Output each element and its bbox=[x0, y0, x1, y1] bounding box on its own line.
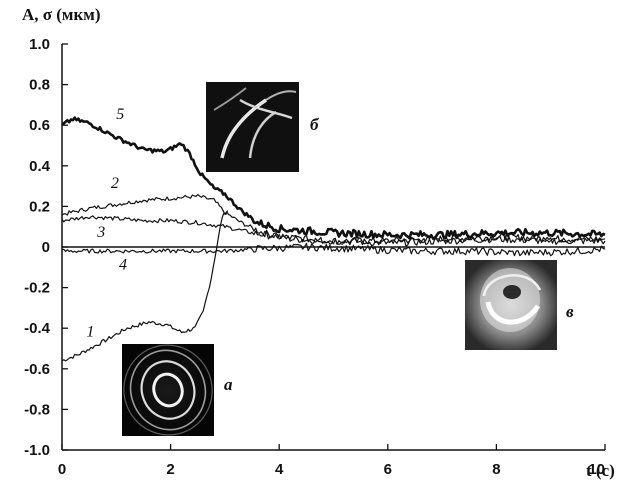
curve-label-5: 5 bbox=[116, 106, 124, 123]
x-tick-label: 6 bbox=[384, 461, 392, 478]
y-tick-label: -0.6 bbox=[24, 361, 50, 378]
series-line-4 bbox=[61, 242, 606, 257]
y-tick-label: 0.8 bbox=[29, 77, 50, 94]
inset-a-ring-1 bbox=[152, 372, 184, 408]
inset-a: а bbox=[122, 344, 233, 436]
inset-b-arc-5 bbox=[265, 90, 297, 101]
x-axis-label: t (c) bbox=[586, 461, 615, 480]
x-tick-label: 2 bbox=[166, 461, 174, 478]
series-line-2 bbox=[61, 194, 606, 245]
inset-b-arc-1 bbox=[220, 98, 267, 159]
inset-v-dark-spot bbox=[503, 285, 521, 299]
inset-b-label: б bbox=[310, 115, 320, 134]
y-tick-label: -1.0 bbox=[24, 442, 50, 459]
inset-a-image bbox=[122, 344, 214, 436]
inset-b-arc-4 bbox=[213, 87, 247, 111]
inset-v: в bbox=[465, 260, 574, 350]
inset-b-arc-3 bbox=[239, 98, 293, 120]
curve-label-3: 3 bbox=[96, 224, 105, 241]
inset-v-label: в bbox=[566, 302, 574, 321]
y-tick-label: 0 bbox=[42, 239, 50, 256]
x-tick-label: 0 bbox=[58, 461, 66, 478]
y-tick-label: 0.6 bbox=[29, 117, 50, 134]
y-ticks: 1.0 0.8 0.6 0.4 0.2 0 -0.2 -0.4 -0.6 -0.8 -1.0 bbox=[24, 36, 68, 459]
y-tick-label: 1.0 bbox=[29, 36, 50, 53]
inset-b-arc-2 bbox=[248, 110, 277, 159]
series-line-3 bbox=[61, 215, 606, 247]
y-tick-label: -0.2 bbox=[24, 280, 50, 297]
inset-v-bright-arc bbox=[485, 301, 541, 325]
series-line-5 bbox=[61, 116, 606, 240]
x-tick-label: 8 bbox=[492, 461, 500, 478]
y-tick-label: -0.8 bbox=[24, 401, 50, 418]
inset-a-ring-2 bbox=[140, 360, 196, 420]
curve-label-2: 2 bbox=[111, 175, 119, 192]
series-group bbox=[61, 116, 606, 362]
inset-b: б bbox=[206, 82, 320, 172]
inset-b-image bbox=[206, 82, 299, 172]
y-tick-label: -0.4 bbox=[24, 320, 51, 337]
x-ticks: 0 2 4 6 8 10 bbox=[58, 444, 606, 478]
inset-a-label: а bbox=[224, 375, 233, 394]
x-tick-label: 4 bbox=[275, 461, 284, 478]
inset-a-ring-4 bbox=[123, 344, 213, 436]
series-line-1 bbox=[61, 210, 229, 362]
y-tick-label: 0.4 bbox=[29, 158, 51, 175]
curve-labels: 5 2 34 1 bbox=[86, 106, 127, 340]
x-tick-label: 10 bbox=[588, 461, 605, 478]
inset-a-ring-3 bbox=[129, 349, 207, 431]
y-axis-label: A, σ (мкм) bbox=[22, 5, 101, 24]
inset-v-ring bbox=[482, 274, 542, 297]
curve-label-1: 1 bbox=[86, 323, 94, 340]
curve-label-4: 4 bbox=[119, 256, 127, 273]
y-tick-label: 0.2 bbox=[29, 198, 50, 215]
